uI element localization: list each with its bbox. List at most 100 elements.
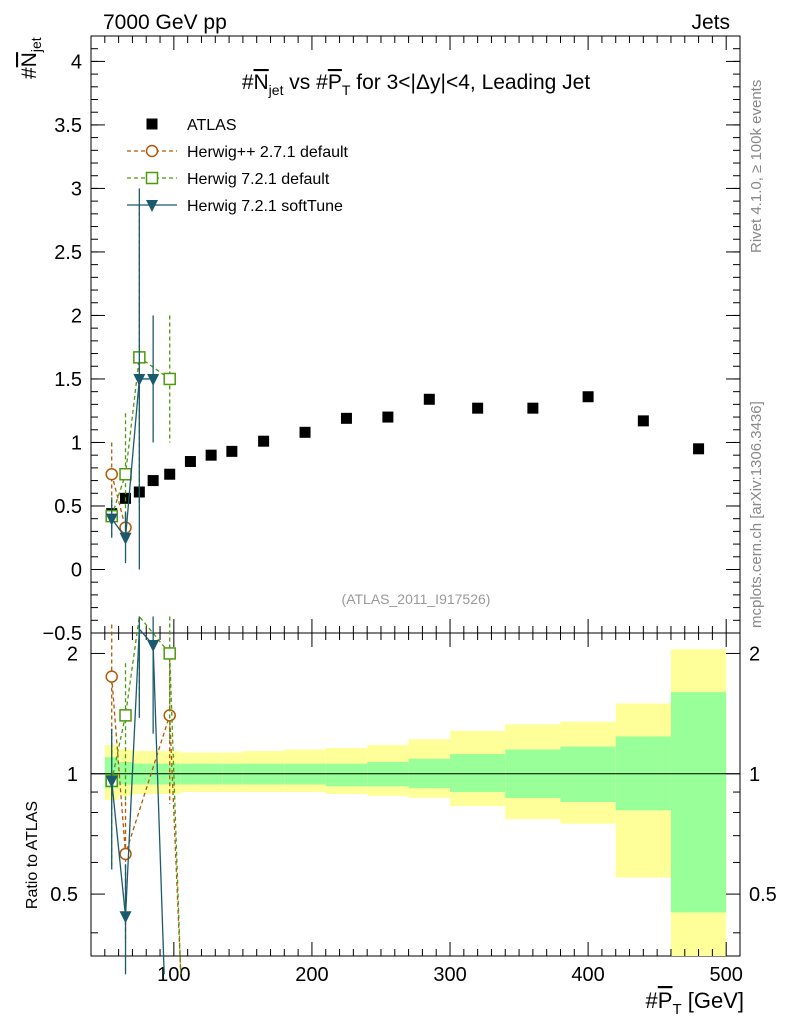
y-axis-title-var: N [18,52,41,67]
data-point [693,443,705,455]
rivet-version-label: Rivet 4.1.0, ≥ 100k events [748,80,765,253]
main-y-tick-label: 1 [71,432,82,454]
mcplots-reference-label: mcplots.cern.ch [arXiv:1306.3436] [748,401,765,628]
analysis-watermark: (ATLAS_2011_I917526) [342,591,491,607]
main-y-tick-label: 3.5 [54,115,82,137]
main-y-tick-label: 4 [71,51,82,73]
legend-label: Herwig++ 2.7.1 default [187,144,349,161]
legend-item: ATLAS [146,117,237,134]
data-point [164,468,176,480]
data-point [226,445,238,457]
ratio-y-tick-label: 1 [67,764,78,786]
data-point [472,402,484,414]
chart-title-var2-sub: T [342,82,351,98]
ratio-data-point [119,709,132,722]
svg-text:#Njet: #Njet [18,37,44,79]
main-y-tick-label: 2.5 [54,242,82,264]
header-energy-label: 7000 GeV pp [103,11,227,34]
y-axis-title-prefix: # [18,67,41,79]
x-axis-title-sub: T [672,1001,681,1018]
series-herwig-7-2-1-default [105,204,176,536]
ratio-series-line [111,614,182,975]
chart-title-var2: P [328,71,342,94]
data-point [147,475,159,487]
ratio-y-tick-label-right: 1 [749,764,760,786]
ratio-data-point [105,670,118,683]
series-atlas [106,391,705,520]
chart-title-var1: N [254,71,269,94]
data-point [147,373,160,386]
data-point [119,532,132,545]
x-tick-label: 500 [710,964,743,986]
series-line [111,378,154,540]
x-axis-title-unit: [GeV] [682,988,744,1013]
header-jets-label: Jets [691,11,730,34]
data-point [423,393,435,405]
legend-item: Herwig 7.2.1 default [127,171,330,188]
data-point [582,391,594,403]
main-y-tick-label: −0.5 [43,623,82,645]
legend-label: Herwig 7.2.1 default [187,171,330,188]
ratio-band-inner [325,763,368,787]
legend-item: Herwig++ 2.7.1 default [127,144,349,161]
data-point [637,415,649,427]
ratio-y-tick-label: 2 [67,643,78,665]
main-axis-ticks: −0.5 0 0.5 1 1.5 2 2.5 3 3.5 4 [43,36,740,645]
ratio-series-line [111,627,165,975]
data-point [105,467,118,481]
legend-item: Herwig 7.2.1 softTune [127,198,343,215]
x-axis-title: #PT [GeV] [646,988,744,1018]
chart-title-var1-sub: jet [268,82,284,98]
ratio-y-axis-title: Ratio to ATLAS [24,801,41,909]
data-point [119,467,132,481]
legend-label: Herwig 7.2.1 softTune [187,198,343,215]
legend-marker [146,118,158,130]
x-tick-label: 100 [157,964,190,986]
series-herwig-7-2-1-softtune [105,188,160,570]
x-tick-label: 300 [433,964,466,986]
ratio-band-inner [450,754,506,793]
data-point [105,513,118,526]
ratio-band-inner [670,692,727,913]
ratio-data-point [163,647,176,660]
ratio-data-point [105,775,118,788]
data-point [258,435,270,447]
x-tick-label: 200 [295,964,328,986]
legend-marker [145,171,159,185]
ratio-data-point [147,639,160,652]
legend: ATLAS Herwig++ 2.7.1 default Herwig 7.2.1 … [127,117,349,215]
ratio-axis-ticks: 0.5 0.5 1 1 2 2 100 200 300 400 500 [50,633,777,986]
ratio-data-point [119,847,132,861]
chart-title-mid: vs # [283,71,328,94]
data-point [299,426,311,438]
ratio-y-tick-label-right: 0.5 [749,884,777,906]
ratio-series-herwig-7-2-1-softtune [105,616,165,975]
data-point [205,449,217,461]
main-y-tick-label: 1.5 [54,369,82,391]
ratio-band-inner [118,762,133,785]
data-point [340,412,352,424]
series-line [111,474,127,528]
x-axis-title-var: P [658,988,673,1013]
main-y-tick-label: 0.5 [54,496,82,518]
chart-title-suffix: for 3<|Δy|<4, Leading Jet [350,71,590,94]
ratio-data-series [105,614,182,975]
ratio-y-tick-label: 0.5 [50,884,78,906]
data-point [133,373,146,386]
x-tick-label: 400 [571,964,604,986]
data-point [184,456,196,468]
ratio-uncertainty-bands [104,649,727,956]
ratio-plot-frame [90,632,741,957]
legend-marker [145,144,159,158]
chart-title-prefix: # [242,71,254,94]
legend-marker [146,200,158,212]
main-y-tick-label: 2 [71,305,82,327]
ratio-y-tick-label-right: 2 [749,643,760,665]
main-y-tick-label: 3 [71,178,82,200]
x-axis-title-prefix: # [646,988,659,1013]
data-point [527,402,539,414]
ratio-data-point [119,911,132,924]
chart-title: #Njet vs #PT for 3<|Δy|<4, Leading Jet [242,71,591,98]
y-axis-title-sub: jet [28,37,44,53]
